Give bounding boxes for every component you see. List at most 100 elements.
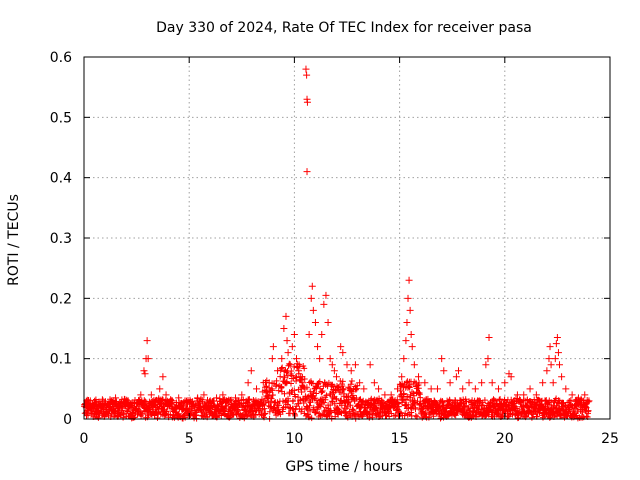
data-point: [398, 373, 406, 381]
data-point: [330, 367, 338, 375]
data-point: [375, 385, 383, 393]
data-point: [133, 400, 141, 408]
data-point: [225, 397, 233, 405]
data-point: [278, 355, 286, 363]
data-point: [554, 349, 562, 357]
data-point: [324, 318, 332, 326]
data-point: [343, 361, 351, 369]
data-point: [144, 355, 152, 363]
data-point: [485, 334, 493, 342]
data-point: [219, 391, 227, 399]
data-point: [168, 397, 176, 405]
data-point: [488, 379, 496, 387]
y-axis-label: ROTI / TECUs: [6, 194, 22, 286]
data-point: [116, 403, 124, 411]
data-point: [446, 379, 454, 387]
data-point: [309, 306, 317, 314]
data-point: [303, 168, 311, 176]
data-points: [82, 65, 593, 414]
data-point: [316, 355, 324, 363]
data-point: [585, 397, 593, 405]
data-point: [351, 361, 359, 369]
data-point: [140, 367, 148, 375]
data-point: [322, 291, 330, 299]
data-point: [107, 397, 115, 405]
data-point: [501, 379, 509, 387]
data-point: [295, 367, 303, 375]
data-point: [520, 391, 528, 399]
data-point: [314, 343, 322, 351]
data-point: [303, 98, 311, 106]
data-point: [297, 373, 305, 381]
data-point: [433, 385, 441, 393]
x-tick-label: 10: [285, 431, 303, 447]
y-tick-label: 0.2: [50, 291, 72, 307]
data-point: [137, 391, 145, 399]
data-point: [332, 373, 340, 381]
data-point: [568, 391, 576, 399]
y-tick-label: 0.4: [50, 171, 72, 187]
data-point: [545, 355, 553, 363]
data-point: [543, 367, 551, 375]
data-point: [141, 370, 149, 378]
data-point: [553, 334, 561, 342]
data-point: [440, 367, 448, 375]
data-point: [259, 388, 267, 396]
data-point: [302, 65, 310, 73]
data-point: [280, 325, 288, 332]
data-point: [299, 379, 307, 387]
data-point: [269, 343, 277, 351]
x-tick-label: 15: [391, 431, 409, 447]
data-point: [301, 385, 309, 393]
data-point: [400, 355, 408, 363]
data-point: [187, 400, 195, 408]
data-point: [290, 331, 298, 339]
data-point: [507, 373, 515, 381]
data-point: [103, 403, 111, 411]
data-point: [558, 373, 566, 381]
data-point: [147, 391, 155, 399]
data-point: [128, 403, 136, 411]
data-point: [181, 397, 189, 405]
data-point: [120, 400, 128, 408]
data-point: [283, 337, 291, 345]
x-axis-label: GPS time / hours: [285, 459, 402, 475]
y-tick-label: 0: [63, 412, 72, 428]
data-point: [99, 397, 107, 405]
data-point: [328, 361, 336, 369]
data-point: [95, 406, 103, 414]
data-point: [347, 367, 355, 375]
data-point: [532, 391, 540, 399]
data-point: [404, 294, 412, 302]
data-point: [381, 391, 389, 399]
data-point: [305, 331, 313, 339]
data-point: [152, 397, 160, 405]
data-point: [308, 282, 316, 290]
data-point: [268, 355, 276, 363]
data-point: [124, 397, 132, 405]
y-tick-label: 0.6: [50, 50, 72, 66]
noise-markers: [81, 360, 592, 422]
x-tick-label: 5: [185, 431, 194, 447]
x-axis: 0 5 10 15 20 25: [80, 57, 619, 447]
data-point: [465, 379, 473, 387]
data-point: [231, 394, 239, 402]
y-tick-label: 0.1: [50, 352, 72, 368]
data-point: [452, 373, 460, 381]
data-point: [360, 385, 368, 393]
data-point: [253, 385, 261, 393]
data-point: [318, 331, 326, 339]
data-point: [307, 294, 315, 302]
data-point: [562, 385, 570, 393]
data-point: [574, 394, 582, 402]
data-point: [421, 379, 429, 387]
data-point: [556, 361, 564, 369]
data-point: [311, 318, 319, 326]
data-point: [265, 379, 273, 387]
background-noise-band: [81, 360, 592, 422]
data-point: [405, 276, 413, 284]
data-point: [91, 400, 99, 408]
data-point: [337, 343, 345, 351]
data-point: [293, 355, 301, 363]
